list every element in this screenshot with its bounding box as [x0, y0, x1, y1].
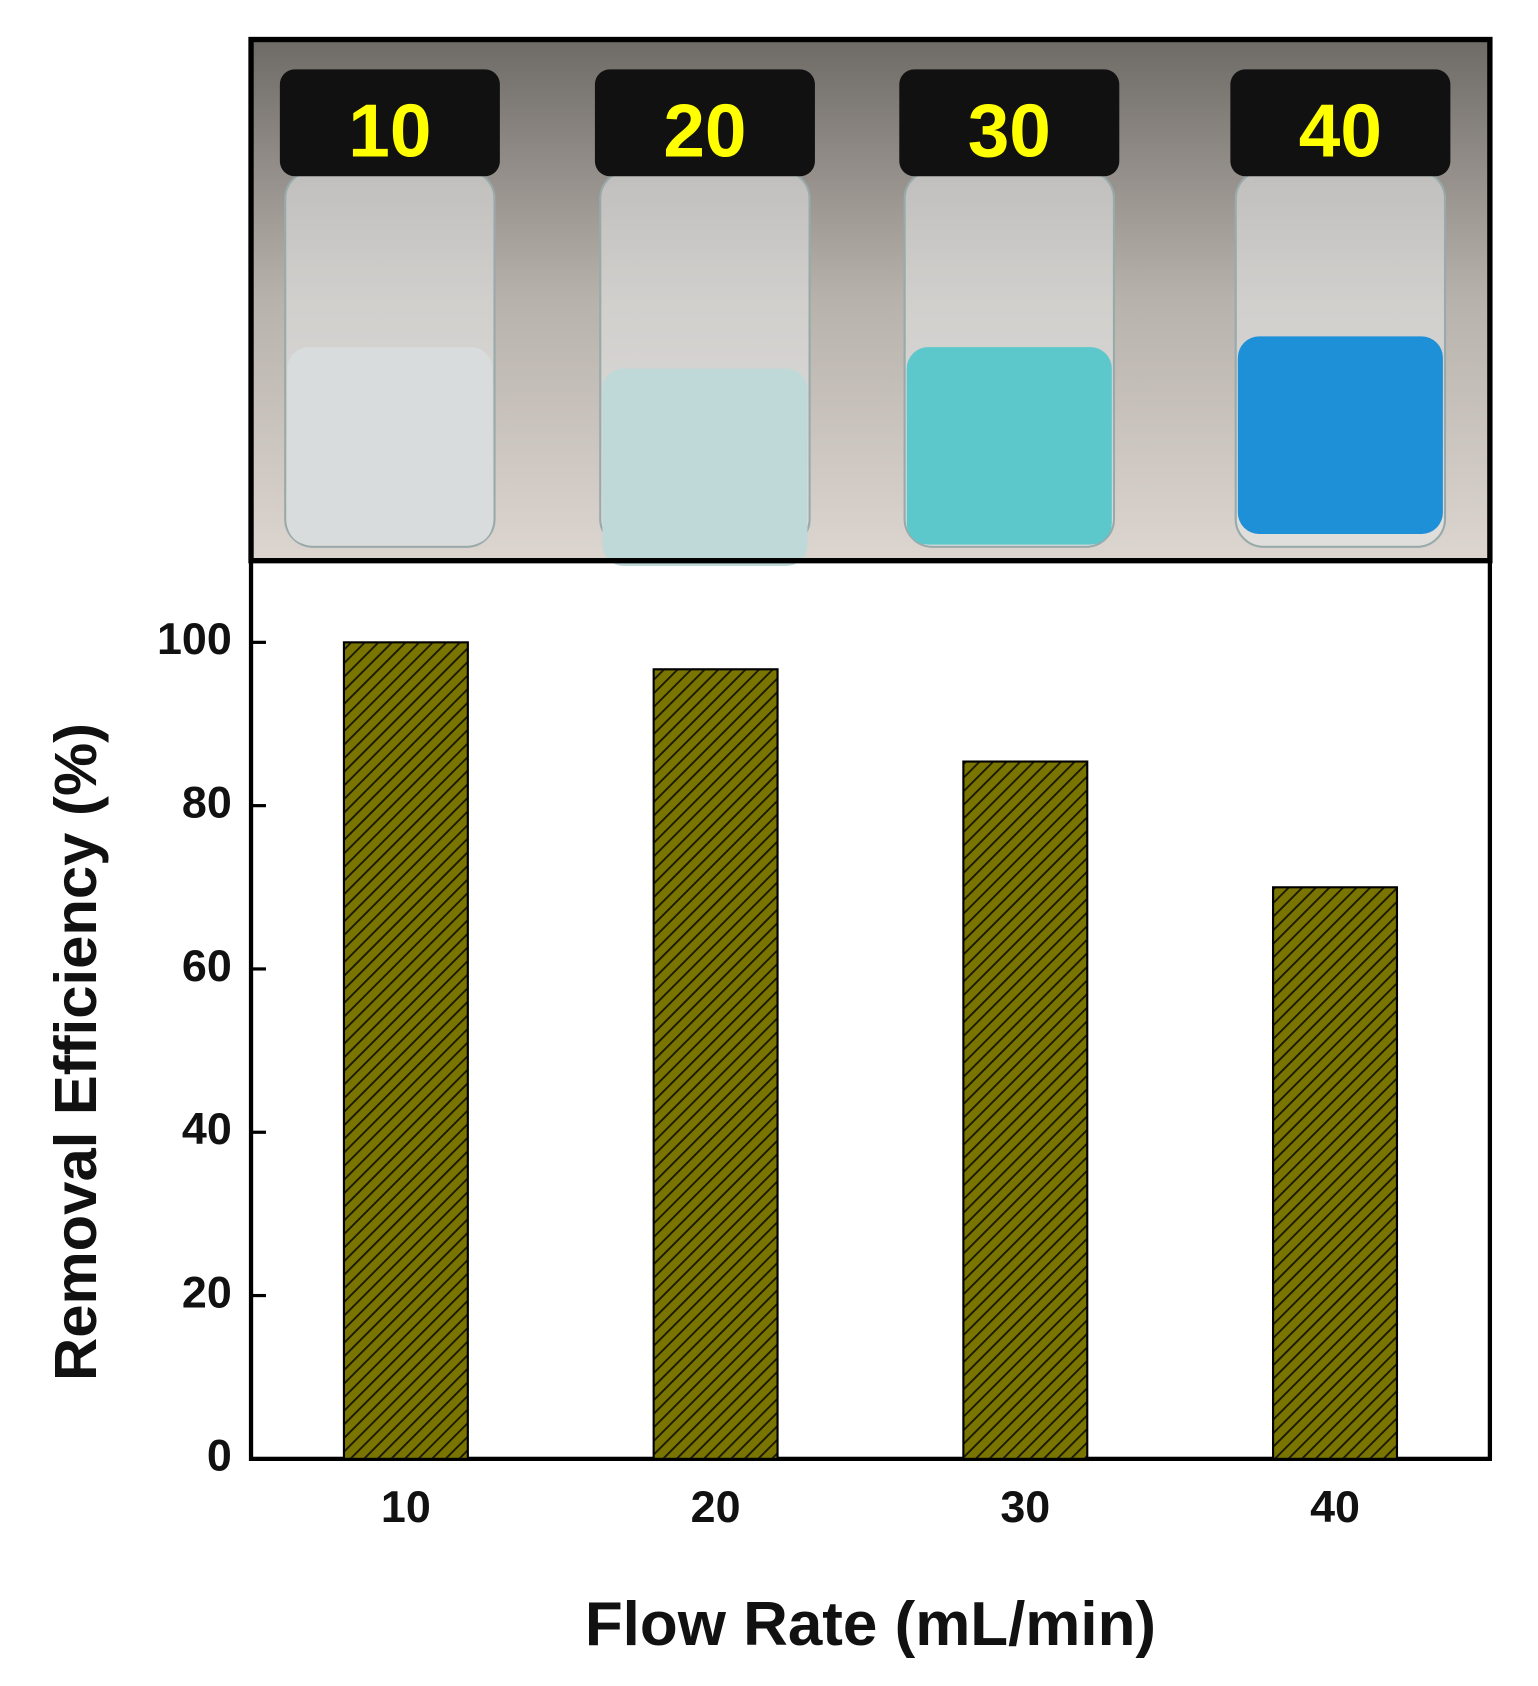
photo-panel: 10 20 30 40: [251, 39, 1490, 567]
vial-cap: [1230, 69, 1451, 177]
bar: [962, 760, 1089, 1460]
vial-label: 40: [1299, 88, 1382, 172]
y-axis-title: Removal Efficiency (%): [42, 723, 109, 1381]
y-tick-label: 20: [182, 1266, 232, 1317]
vial-label: 30: [968, 88, 1051, 172]
x-tick-label: 10: [381, 1481, 431, 1532]
y-tick-label: 80: [182, 776, 232, 827]
y-tick-label: 0: [207, 1430, 232, 1481]
vial-label: 20: [663, 88, 746, 172]
vial-liquid: [602, 368, 808, 567]
vial-cap: [279, 69, 500, 177]
vial-cap: [899, 69, 1120, 177]
x-tick-label: 20: [691, 1481, 741, 1532]
bar: [1272, 886, 1399, 1460]
x-tick-label: 40: [1310, 1481, 1360, 1532]
vial-cap: [594, 69, 815, 177]
vial-liquid: [1237, 336, 1443, 534]
y-tick-label: 100: [157, 613, 232, 664]
bar: [342, 641, 469, 1460]
y-tick-label: 60: [182, 940, 232, 991]
y-tick-label: 40: [182, 1103, 232, 1154]
vial-liquid: [906, 347, 1112, 545]
plot-frame: [248, 558, 1493, 1461]
x-axis-title: Flow Rate (mL/min): [585, 1590, 1156, 1659]
vial-liquid: [287, 347, 493, 545]
vial-label: 10: [348, 88, 431, 172]
bar: [652, 668, 779, 1460]
x-tick-label: 30: [1000, 1481, 1050, 1532]
